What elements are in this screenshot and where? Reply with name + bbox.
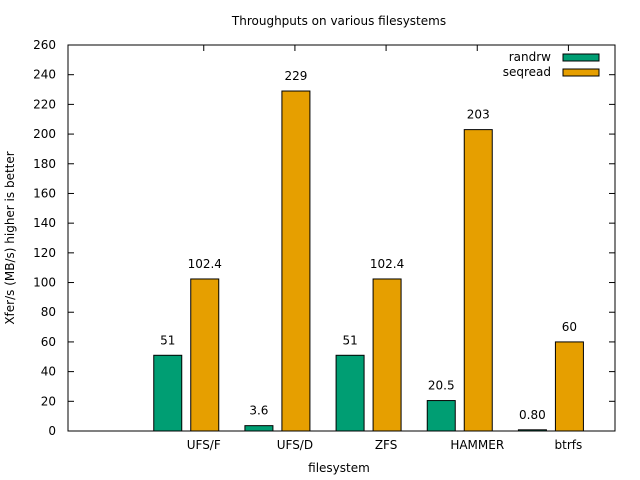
data-label-randrw: 3.6	[249, 404, 268, 418]
bar-seqread-ufs-f	[190, 278, 220, 432]
x-axis-label: filesystem	[308, 461, 370, 475]
bar-randrw-zfs	[335, 354, 365, 432]
bar-seqread-btrfs	[554, 341, 584, 432]
y-axis-label: Xfer/s (MB/s) higher is better	[3, 151, 17, 324]
y-tick-label: 240	[33, 68, 56, 82]
legend-label-seqread: seqread	[503, 65, 551, 79]
data-label-randrw: 0.80	[519, 408, 546, 422]
y-tick-label: 140	[33, 216, 56, 230]
y-axis-ticks: 0 20 40 60 80 100 120 140 160 180 200 220 240 260	[33, 38, 615, 438]
x-tick-label: HAMMER	[450, 438, 504, 452]
chart-title: Throughputs on various filesystems	[231, 14, 446, 28]
data-label-randrw: 51	[342, 333, 357, 347]
bar-seqread-ufs-d	[281, 90, 311, 432]
y-tick-label: 60	[41, 335, 56, 349]
bar-series	[153, 90, 584, 432]
plot-frame	[67, 44, 616, 432]
y-tick-label: 260	[33, 38, 56, 52]
y-tick-label: 0	[48, 424, 56, 438]
y-tick-label: 100	[33, 276, 56, 290]
bar-randrw-ufs-f	[153, 354, 183, 432]
bar-randrw-hammer	[426, 400, 456, 432]
y-tick-label: 200	[33, 127, 56, 141]
y-tick-label: 180	[33, 157, 56, 171]
y-tick-label: 120	[33, 246, 56, 260]
x-tick-label: UFS/F	[187, 438, 221, 452]
x-tick-label: btrfs	[555, 438, 583, 452]
y-tick-label: 20	[41, 394, 56, 408]
x-axis-ticks: UFS/F UFS/D ZFS HAMMER btrfs	[187, 45, 583, 452]
x-tick-label: ZFS	[375, 438, 398, 452]
y-tick-label: 40	[41, 365, 56, 379]
y-tick-label: 220	[33, 97, 56, 111]
data-labels: 51 102.4 3.6 229 51 102.4 20.5 203 0.80 60	[160, 69, 577, 422]
bar-randrw-ufs-d	[244, 425, 274, 432]
bar-seqread-hammer	[463, 129, 493, 432]
data-label-seqread: 102.4	[188, 257, 222, 271]
data-label-randrw: 51	[160, 333, 175, 347]
data-label-seqread: 60	[562, 320, 577, 334]
data-label-randrw: 20.5	[428, 379, 455, 393]
y-tick-label: 80	[41, 305, 56, 319]
data-label-seqread: 102.4	[370, 257, 404, 271]
legend-swatch-randrw	[562, 53, 600, 62]
bar-seqread-zfs	[372, 278, 402, 432]
y-tick-label: 160	[33, 186, 56, 200]
legend-swatch-seqread	[562, 68, 600, 77]
data-label-seqread: 203	[467, 108, 490, 122]
data-label-seqread: 229	[284, 69, 307, 83]
x-tick-label: UFS/D	[277, 438, 313, 452]
legend-label-randrw: randrw	[509, 50, 551, 64]
